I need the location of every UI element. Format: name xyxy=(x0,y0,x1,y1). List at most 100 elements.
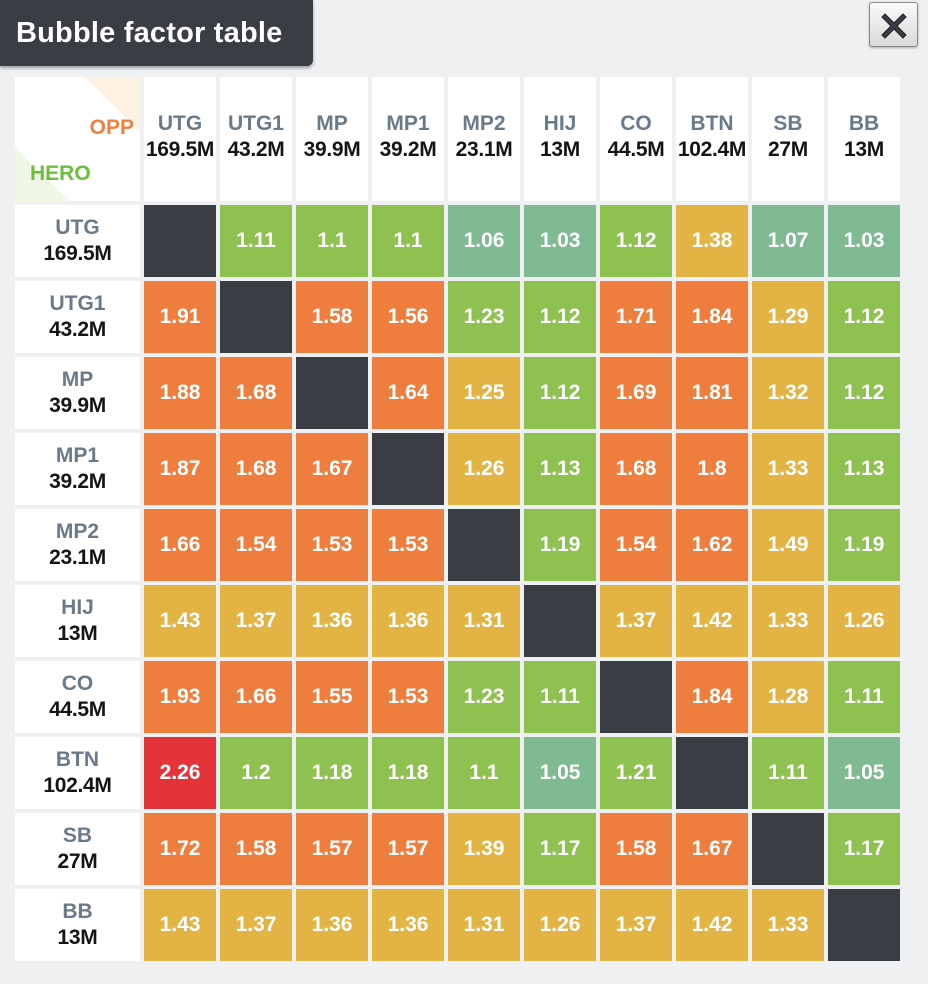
column-stack: 39.2M xyxy=(379,138,437,161)
matrix-cell: 1.84 xyxy=(676,661,748,733)
matrix-cell: 1.2 xyxy=(220,737,292,809)
matrix-cell: 1.37 xyxy=(600,889,672,961)
matrix-cell: 1.26 xyxy=(828,585,900,657)
matrix-cell: 1.58 xyxy=(296,281,368,353)
matrix-cell: 1.62 xyxy=(676,509,748,581)
matrix-cell: 1.1 xyxy=(448,737,520,809)
row-stack: 23.1M xyxy=(49,546,106,569)
matrix-cell: 1.03 xyxy=(828,205,900,277)
matrix-cell: 1.25 xyxy=(448,357,520,429)
row-header-mp1: MP1 39.2M xyxy=(15,433,140,505)
matrix-cell: 1.64 xyxy=(372,357,444,429)
matrix-cell: 1.18 xyxy=(372,737,444,809)
row-header-bb: BB 13M xyxy=(15,889,140,961)
matrix-cell: 1.42 xyxy=(676,889,748,961)
row-position: CO xyxy=(61,672,94,695)
matrix-cell-self xyxy=(296,357,368,429)
column-position: SB xyxy=(773,112,803,135)
row-stack: 13M xyxy=(57,926,98,949)
column-header-mp1: MP1 39.2M xyxy=(372,77,444,201)
matrix-cell: 1.17 xyxy=(828,813,900,885)
matrix-cell: 1.68 xyxy=(220,433,292,505)
matrix-cell: 1.68 xyxy=(600,433,672,505)
row-stack: 102.4M xyxy=(43,774,112,797)
matrix-cell-self xyxy=(220,281,292,353)
matrix-cell: 1.69 xyxy=(600,357,672,429)
row-stack: 169.5M xyxy=(43,242,112,265)
matrix-cell: 1.54 xyxy=(220,509,292,581)
column-header-co: CO 44.5M xyxy=(600,77,672,201)
matrix-cell: 1.1 xyxy=(372,205,444,277)
matrix-cell: 1.57 xyxy=(296,813,368,885)
row-position: BB xyxy=(62,900,93,923)
matrix-cell: 1.36 xyxy=(372,585,444,657)
row-position: HIJ xyxy=(61,596,94,619)
matrix-cell: 1.37 xyxy=(220,585,292,657)
column-stack: 44.5M xyxy=(607,138,665,161)
matrix-cell: 1.49 xyxy=(752,509,824,581)
row-header-utg: UTG 169.5M xyxy=(15,205,140,277)
matrix-cell: 1.32 xyxy=(752,357,824,429)
matrix-cell: 1.29 xyxy=(752,281,824,353)
matrix-cell: 2.26 xyxy=(144,737,216,809)
row-position: MP1 xyxy=(55,444,100,467)
matrix-cell: 1.37 xyxy=(600,585,672,657)
column-position: MP xyxy=(316,112,348,135)
matrix-cell: 1.66 xyxy=(220,661,292,733)
matrix-cell: 1.36 xyxy=(296,889,368,961)
matrix-cell: 1.56 xyxy=(372,281,444,353)
column-position: UTG xyxy=(157,112,203,135)
matrix-cell: 1.11 xyxy=(752,737,824,809)
column-header-bb: BB 13M xyxy=(828,77,900,201)
matrix-cell-self xyxy=(524,585,596,657)
matrix-cell: 1.21 xyxy=(600,737,672,809)
matrix-cell: 1.91 xyxy=(144,281,216,353)
matrix-cell: 1.23 xyxy=(448,281,520,353)
matrix-cell: 1.23 xyxy=(448,661,520,733)
column-position: CO xyxy=(620,112,652,135)
row-header-btn: BTN 102.4M xyxy=(15,737,140,809)
matrix-cell: 1.66 xyxy=(144,509,216,581)
matrix-cell: 1.55 xyxy=(296,661,368,733)
row-header-sb: SB 27M xyxy=(15,813,140,885)
column-position: HIJ xyxy=(543,112,577,135)
matrix-cell: 1.26 xyxy=(448,433,520,505)
matrix-cell: 1.05 xyxy=(524,737,596,809)
row-position: UTG xyxy=(55,216,100,239)
close-button[interactable] xyxy=(869,2,918,47)
matrix-cell-self xyxy=(828,889,900,961)
matrix-cell: 1.31 xyxy=(448,889,520,961)
matrix-cell: 1.03 xyxy=(524,205,596,277)
matrix-cell: 1.72 xyxy=(144,813,216,885)
column-stack: 13M xyxy=(540,138,580,161)
matrix-cell: 1.58 xyxy=(220,813,292,885)
matrix-cell: 1.53 xyxy=(296,509,368,581)
column-stack: 43.2M xyxy=(227,138,285,161)
matrix-cell-self xyxy=(600,661,672,733)
table-corner-header: OPP HERO xyxy=(15,77,140,201)
matrix-cell: 1.33 xyxy=(752,889,824,961)
matrix-cell: 1.81 xyxy=(676,357,748,429)
row-stack: 43.2M xyxy=(49,318,106,341)
matrix-cell: 1.53 xyxy=(372,509,444,581)
column-stack: 27M xyxy=(768,138,808,161)
column-stack: 23.1M xyxy=(455,138,513,161)
matrix-cell-self xyxy=(448,509,520,581)
matrix-cell: 1.18 xyxy=(296,737,368,809)
row-header-mp: MP 39.9M xyxy=(15,357,140,429)
hero-label: HERO xyxy=(30,162,91,185)
column-position: MP2 xyxy=(462,112,506,135)
column-header-utg1: UTG1 43.2M xyxy=(220,77,292,201)
row-stack: 39.2M xyxy=(49,470,106,493)
column-stack: 102.4M xyxy=(677,138,747,161)
matrix-cell: 1.12 xyxy=(524,357,596,429)
matrix-cell: 1.12 xyxy=(828,281,900,353)
column-header-hij: HIJ 13M xyxy=(524,77,596,201)
matrix-cell-self xyxy=(752,813,824,885)
matrix-cell: 1.68 xyxy=(220,357,292,429)
matrix-cell: 1.28 xyxy=(752,661,824,733)
matrix-cell: 1.31 xyxy=(448,585,520,657)
row-position: MP xyxy=(61,368,94,391)
column-header-mp2: MP2 23.1M xyxy=(448,77,520,201)
opp-label: OPP xyxy=(89,116,134,139)
